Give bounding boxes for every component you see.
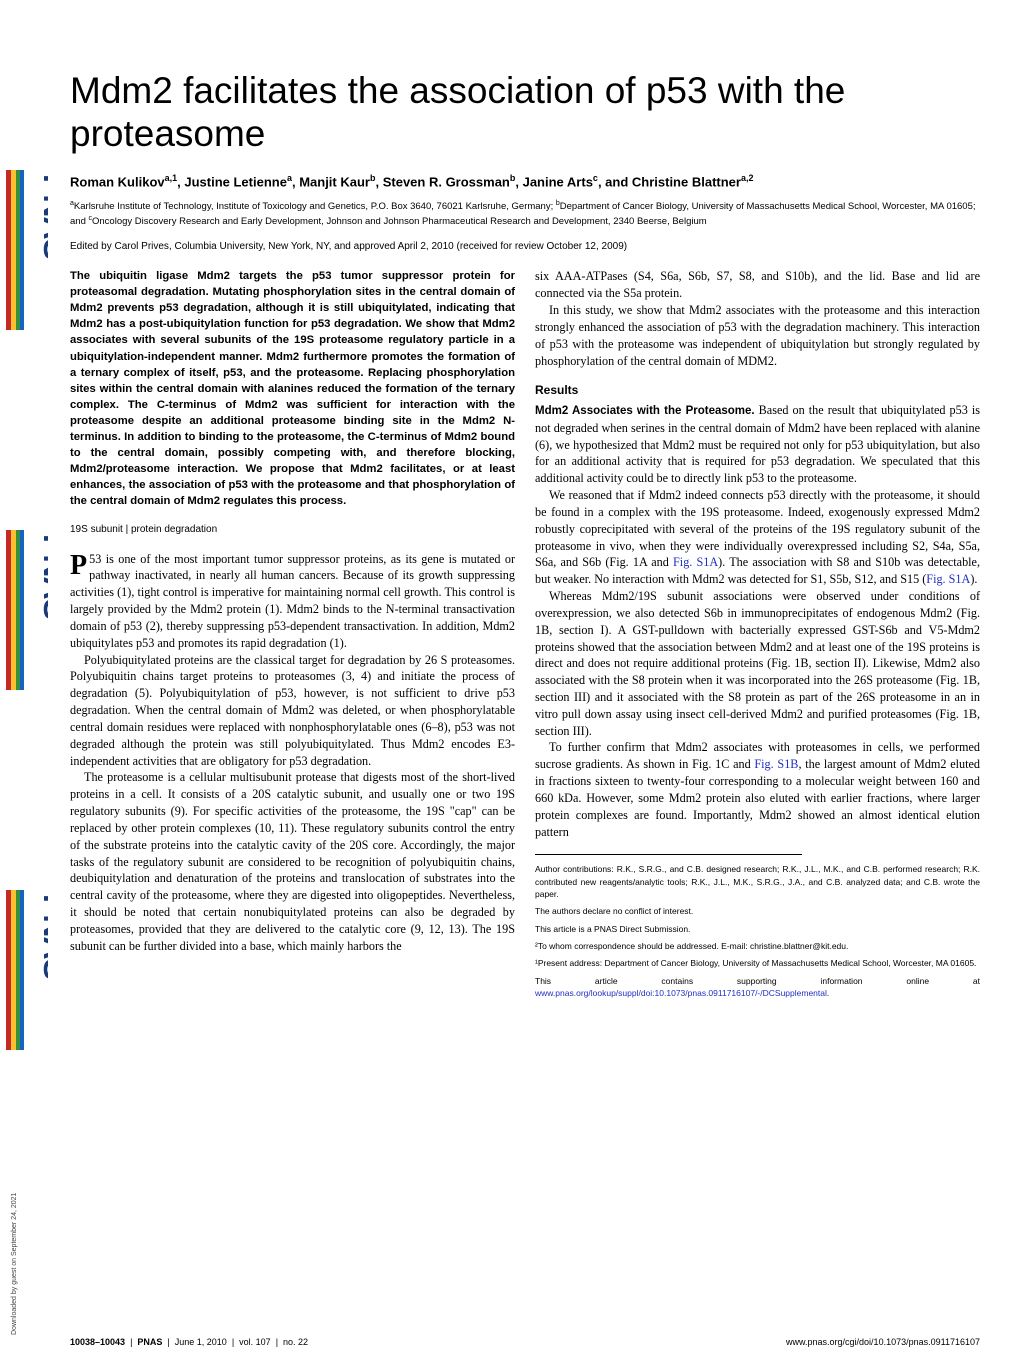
pnas-logo-icon: PNAS	[6, 890, 48, 1050]
conflict-statement: The authors declare no conflict of inter…	[535, 905, 980, 917]
edited-line: Edited by Carol Prives, Columbia Univers…	[70, 241, 980, 252]
authors-line: Roman Kulikova,1, Justine Letiennea, Man…	[70, 173, 980, 189]
pnas-logo-icon: PNAS	[6, 530, 48, 690]
svg-text:PNAS: PNAS	[37, 174, 48, 260]
body-paragraph: Mdm2 Associates with the Proteasome. Bas…	[535, 402, 980, 487]
body-paragraph: The proteasome is a cellular multisubuni…	[70, 769, 515, 954]
present-address: ¹Present address: Department of Cancer B…	[535, 957, 980, 969]
body-paragraph: We reasoned that if Mdm2 indeed connects…	[535, 487, 980, 588]
body-paragraph: P53 is one of the most important tumor s…	[70, 551, 515, 652]
article-page: Mdm2 facilitates the association of p53 …	[70, 70, 980, 1004]
svg-text:PNAS: PNAS	[37, 894, 48, 980]
abstract: The ubiquitin ligase Mdm2 targets the p5…	[70, 268, 515, 508]
keywords: 19S subunit | protein degradation	[70, 523, 515, 537]
supplemental-link[interactable]: www.pnas.org/lookup/suppl/doi:10.1073/pn…	[535, 988, 827, 998]
page-footer: 10038–10043 | PNAS | June 1, 2010 | vol.…	[70, 1337, 980, 1347]
body-paragraph: To further confirm that Mdm2 associates …	[535, 739, 980, 840]
author-contributions: Author contributions: R.K., S.R.G., and …	[535, 863, 980, 900]
affiliations: aKarlsruhe Institute of Technology, Inst…	[70, 199, 980, 229]
body-paragraph: In this study, we show that Mdm2 associa…	[535, 302, 980, 369]
section-heading-results: Results	[535, 382, 980, 399]
footnotes: Author contributions: R.K., S.R.G., and …	[535, 863, 980, 999]
column-right: six AAA-ATPases (S4, S6a, S6b, S7, S8, a…	[535, 268, 980, 1004]
direct-submission: This article is a PNAS Direct Submission…	[535, 923, 980, 935]
footer-right: www.pnas.org/cgi/doi/10.1073/pnas.091171…	[786, 1337, 980, 1347]
two-column-body: The ubiquitin ligase Mdm2 targets the p5…	[70, 268, 980, 1004]
dropcap: P	[70, 551, 89, 578]
body-paragraph: Whereas Mdm2/19S subunit associations we…	[535, 588, 980, 739]
pnas-logo-icon: PNAS	[6, 170, 48, 330]
column-left: The ubiquitin ligase Mdm2 targets the p5…	[70, 268, 515, 1004]
article-title: Mdm2 facilitates the association of p53 …	[70, 70, 980, 155]
figure-link[interactable]: Fig. S1B	[754, 757, 798, 771]
subsection-heading: Mdm2 Associates with the Proteasome.	[535, 405, 755, 417]
body-paragraph: six AAA-ATPases (S4, S6a, S6b, S7, S8, a…	[535, 268, 980, 302]
figure-link[interactable]: Fig. S1A	[926, 572, 970, 586]
svg-text:PNAS: PNAS	[37, 534, 48, 620]
body-paragraph: Polyubiquitylated proteins are the class…	[70, 652, 515, 770]
figure-link[interactable]: Fig. S1A	[673, 555, 718, 569]
footnote-rule	[535, 854, 802, 855]
correspondence: ²To whom correspondence should be addres…	[535, 940, 980, 952]
download-note: Downloaded by guest on September 24, 202…	[11, 1193, 18, 1335]
footer-left: 10038–10043 | PNAS | June 1, 2010 | vol.…	[70, 1337, 308, 1347]
supporting-info: This article contains supporting informa…	[535, 975, 980, 1000]
left-sidebar: PNAS PNAS PNAS Downloaded by guest on Se…	[0, 0, 55, 1365]
